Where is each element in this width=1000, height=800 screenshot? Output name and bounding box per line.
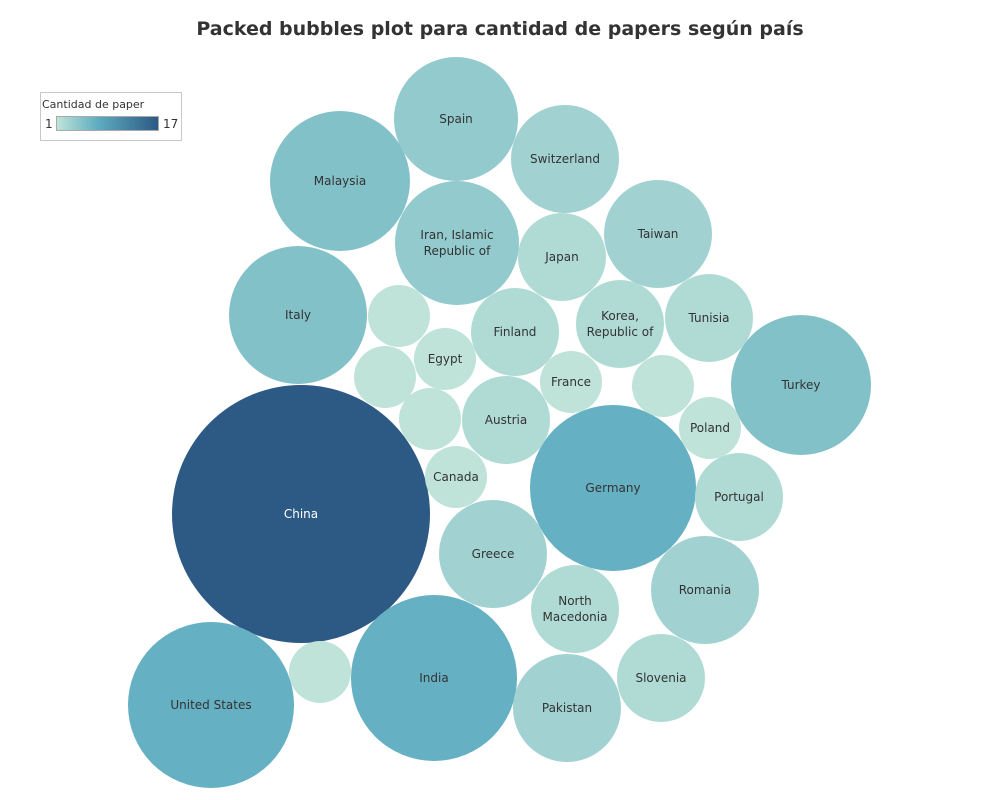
bubble-label-malaysia: Malaysia [314, 174, 366, 188]
bubble-label-greece: Greece [472, 547, 515, 561]
bubble-unlabeled-27[interactable] [354, 346, 416, 408]
bubble-finland[interactable]: Finland [471, 288, 559, 376]
bubble-circle-china[interactable] [172, 385, 430, 643]
bubble-circle-unlabeled-27[interactable] [354, 346, 416, 408]
bubble-circle-austria[interactable] [462, 376, 550, 464]
bubble-circle-pakistan[interactable] [513, 654, 621, 762]
bubble-label-spain: Spain [439, 112, 473, 126]
bubble-label-austria: Austria [485, 413, 527, 427]
bubble-egypt[interactable]: Egypt [414, 328, 476, 390]
bubble-label-tunisia: Tunisia [688, 311, 730, 325]
legend-min-label: 1 [45, 117, 53, 131]
bubble-circle-tunisia[interactable] [665, 274, 753, 362]
bubble-label-korea-republic-of: Korea, Republic of [587, 309, 654, 339]
bubble-label-japan: Japan [544, 250, 578, 264]
bubble-circle-unlabeled-30[interactable] [289, 641, 351, 703]
bubble-label-united-states: United States [170, 698, 251, 712]
bubble-unlabeled-26[interactable] [368, 285, 430, 347]
bubble-label-canada: Canada [433, 470, 479, 484]
bubble-circle-unlabeled-26[interactable] [368, 285, 430, 347]
bubble-circle-iran-islamic-republic-of[interactable] [395, 181, 519, 305]
bubble-poland[interactable]: Poland [679, 397, 741, 459]
bubble-circle-north-macedonia[interactable] [531, 565, 619, 653]
bubble-circle-finland[interactable] [471, 288, 559, 376]
bubble-unlabeled-28[interactable] [399, 388, 461, 450]
bubble-spain[interactable]: Spain [394, 57, 518, 181]
bubble-switzerland[interactable]: Switzerland [511, 105, 619, 213]
bubble-iran-islamic-republic-of[interactable]: Iran, Islamic Republic of [395, 181, 519, 305]
legend-title: Cantidad de paper [42, 98, 145, 111]
bubble-circle-portugal[interactable] [695, 453, 783, 541]
bubble-label-poland: Poland [690, 421, 730, 435]
bubble-label-iran-islamic-republic-of: Iran, Islamic Republic of [420, 228, 493, 258]
bubble-turkey[interactable]: Turkey [731, 315, 871, 455]
bubble-united-states[interactable]: United States [128, 622, 294, 788]
bubble-circle-united-states[interactable] [128, 622, 294, 788]
bubble-austria[interactable]: Austria [462, 376, 550, 464]
bubble-india[interactable]: India [351, 595, 517, 761]
bubble-circle-unlabeled-28[interactable] [399, 388, 461, 450]
bubble-greece[interactable]: Greece [439, 500, 547, 608]
bubble-circle-india[interactable] [351, 595, 517, 761]
bubble-label-switzerland: Switzerland [530, 152, 600, 166]
bubble-slovenia[interactable]: Slovenia [617, 634, 705, 722]
bubble-label-portugal: Portugal [714, 490, 764, 504]
bubble-circle-malaysia[interactable] [270, 111, 410, 251]
bubble-label-italy: Italy [285, 308, 311, 322]
bubble-taiwan[interactable]: Taiwan [604, 180, 712, 288]
color-legend: Cantidad de paper 1 17 [40, 92, 182, 141]
bubble-circle-slovenia[interactable] [617, 634, 705, 722]
bubble-circle-poland[interactable] [679, 397, 741, 459]
bubble-label-france: France [551, 375, 591, 389]
bubble-canada[interactable]: Canada [425, 446, 487, 508]
bubble-label-north-macedonia: North Macedonia [543, 594, 608, 624]
bubble-pakistan[interactable]: Pakistan [513, 654, 621, 762]
bubble-circle-romania[interactable] [651, 536, 759, 644]
bubble-circle-spain[interactable] [394, 57, 518, 181]
bubble-unlabeled-30[interactable] [289, 641, 351, 703]
bubble-circle-greece[interactable] [439, 500, 547, 608]
bubble-japan[interactable]: Japan [518, 213, 606, 301]
bubble-tunisia[interactable]: Tunisia [665, 274, 753, 362]
bubble-italy[interactable]: Italy [229, 246, 367, 384]
bubble-circle-taiwan[interactable] [604, 180, 712, 288]
bubble-label-egypt: Egypt [428, 352, 463, 366]
bubble-germany[interactable]: Germany [530, 405, 696, 571]
legend-gradient-bar [56, 116, 159, 131]
bubble-label-india: India [419, 671, 448, 685]
bubble-circle-egypt[interactable] [414, 328, 476, 390]
bubble-circle-japan[interactable] [518, 213, 606, 301]
bubble-france[interactable]: France [540, 351, 602, 413]
bubble-label-pakistan: Pakistan [542, 701, 592, 715]
bubble-label-taiwan: Taiwan [637, 227, 679, 241]
chart-title: Packed bubbles plot para cantidad de pap… [196, 18, 804, 40]
bubble-north-macedonia[interactable]: North Macedonia [531, 565, 619, 653]
bubble-label-germany: Germany [585, 481, 640, 495]
bubble-circle-turkey[interactable] [731, 315, 871, 455]
bubble-label-china: China [284, 507, 318, 521]
bubble-china[interactable]: China [172, 385, 430, 643]
bubble-circle-unlabeled-29[interactable] [632, 355, 694, 417]
bubble-circle-canada[interactable] [425, 446, 487, 508]
bubble-label-romania: Romania [679, 583, 731, 597]
bubble-circle-germany[interactable] [530, 405, 696, 571]
bubble-circle-france[interactable] [540, 351, 602, 413]
bubble-label-turkey: Turkey [780, 378, 820, 392]
bubble-romania[interactable]: Romania [651, 536, 759, 644]
bubble-portugal[interactable]: Portugal [695, 453, 783, 541]
bubble-label-slovenia: Slovenia [635, 671, 686, 685]
bubble-circle-italy[interactable] [229, 246, 367, 384]
bubble-circle-korea-republic-of[interactable] [576, 280, 664, 368]
legend-max-label: 17 [163, 117, 179, 131]
bubble-malaysia[interactable]: Malaysia [270, 111, 410, 251]
bubble-circle-switzerland[interactable] [511, 105, 619, 213]
bubble-korea-republic-of[interactable]: Korea, Republic of [576, 280, 664, 368]
bubble-label-finland: Finland [494, 325, 537, 339]
bubble-unlabeled-29[interactable] [632, 355, 694, 417]
